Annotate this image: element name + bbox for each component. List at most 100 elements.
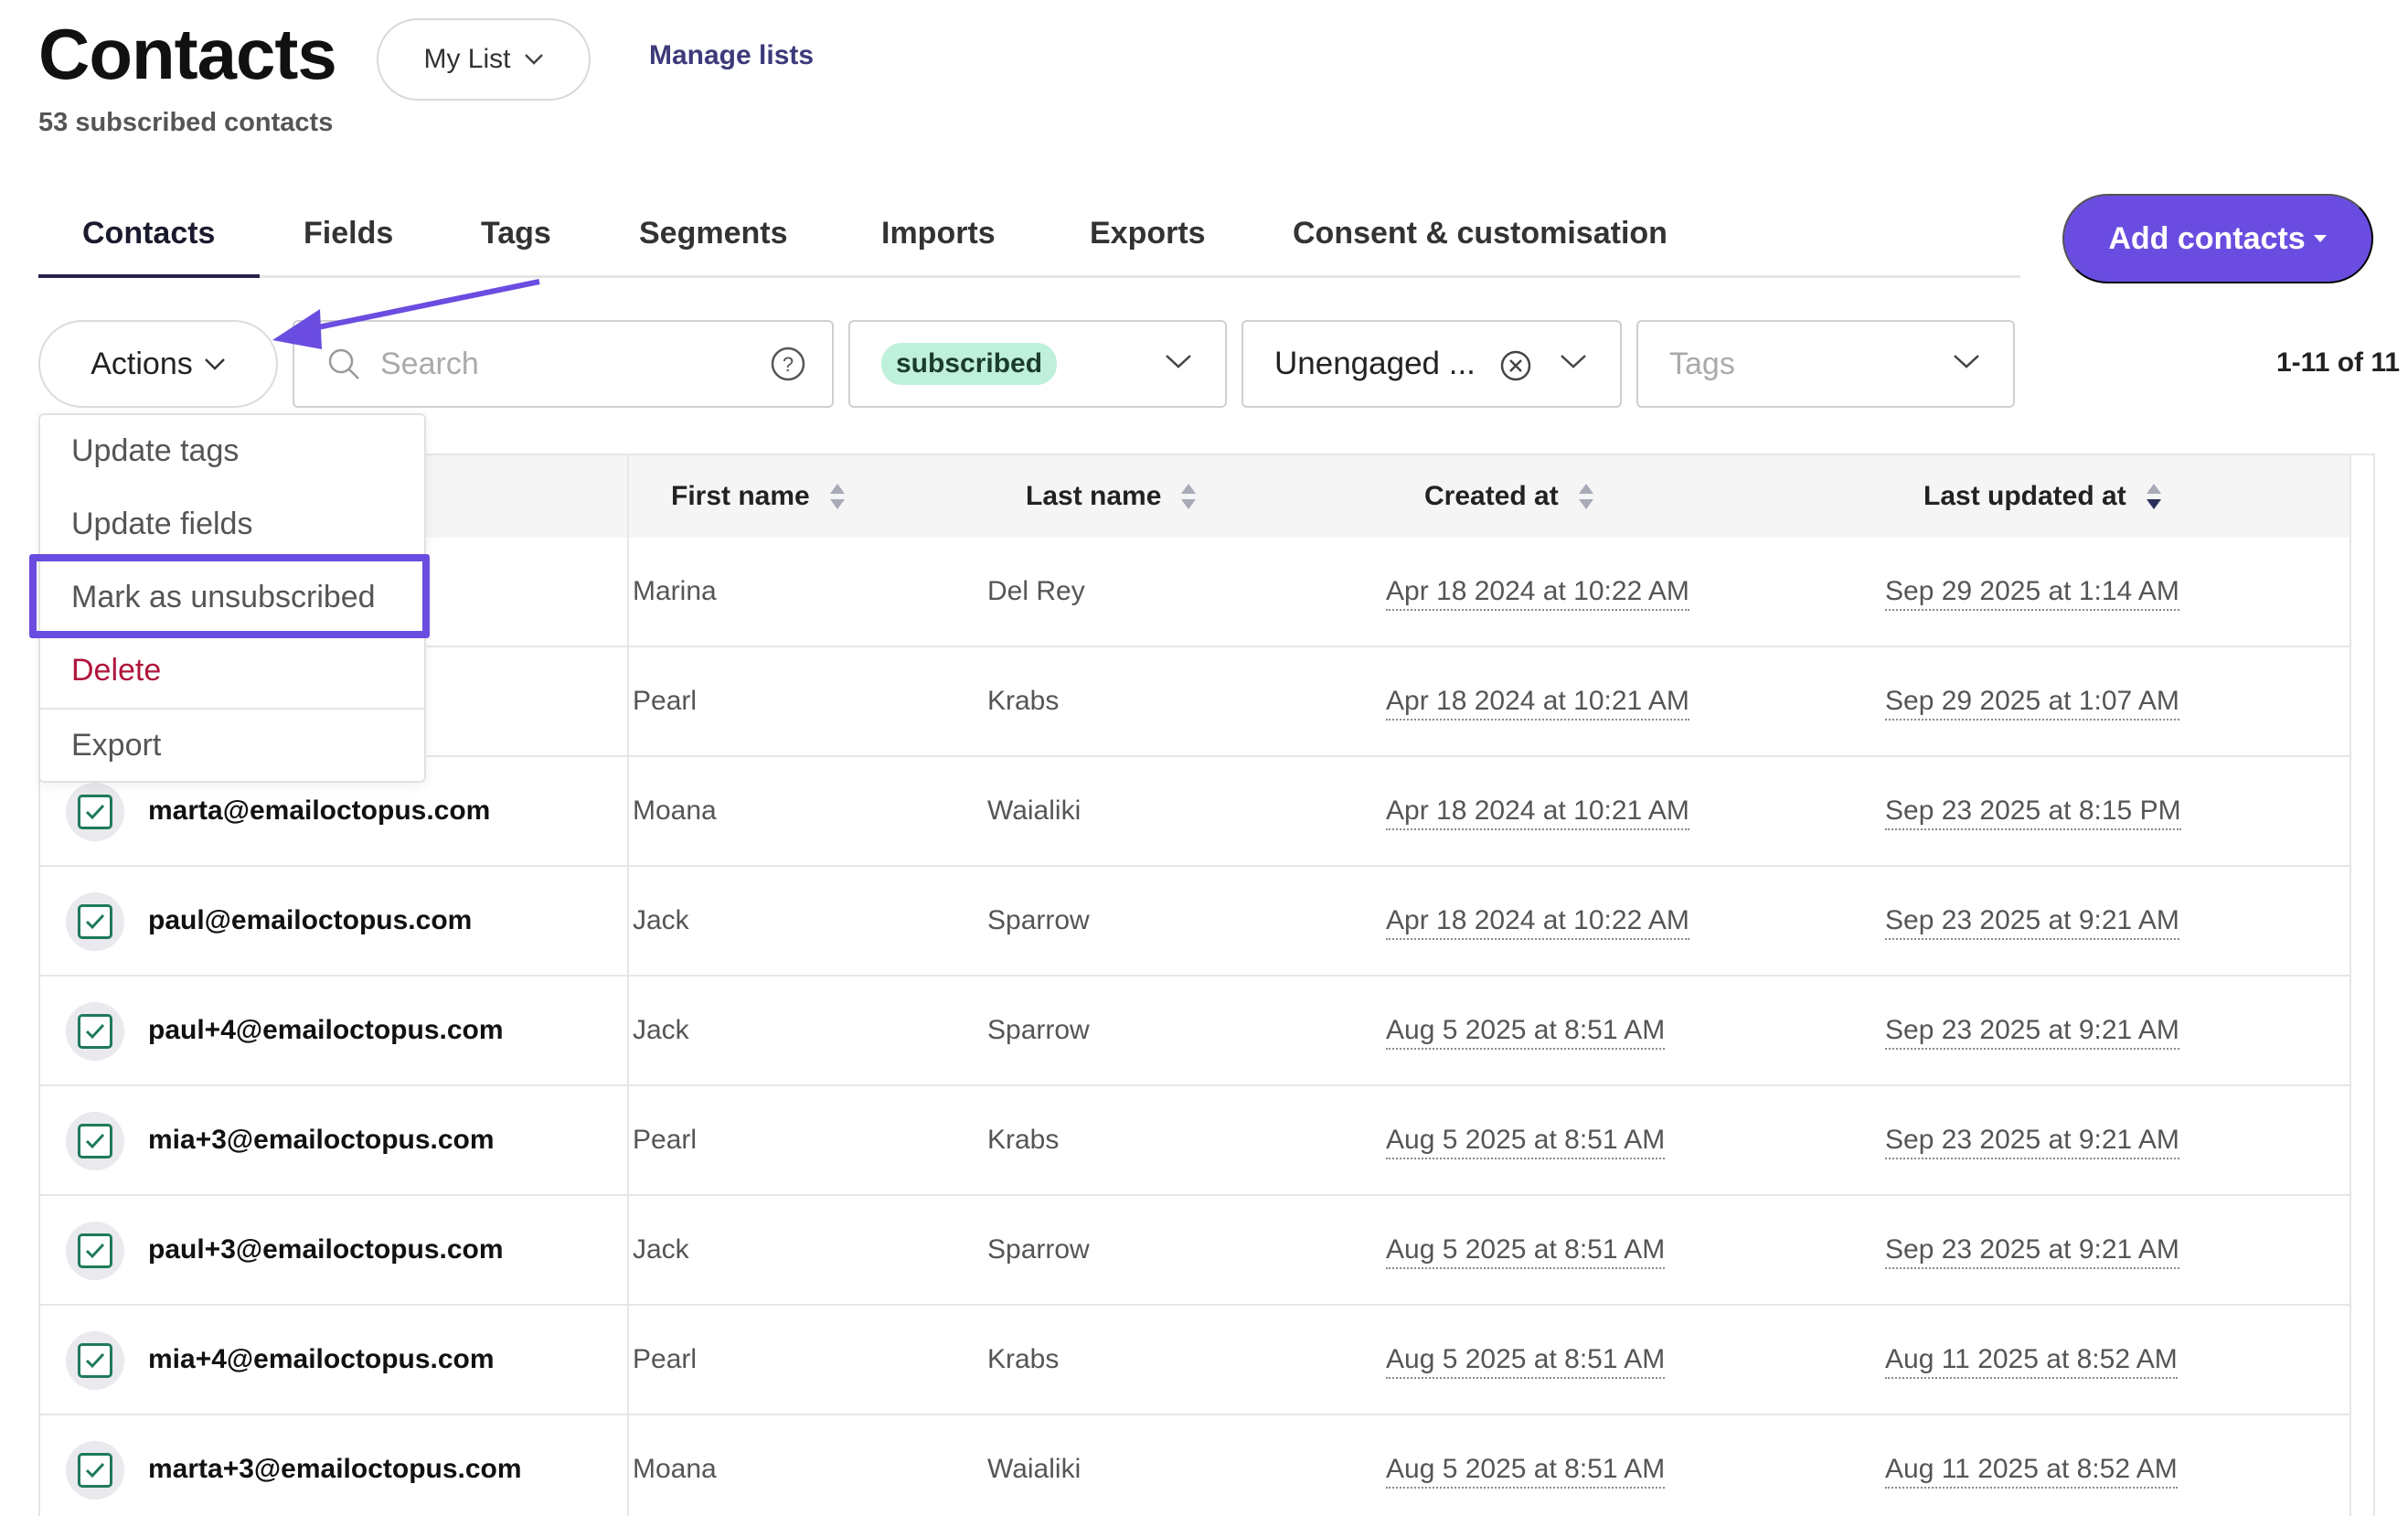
chevron-down-icon	[1954, 355, 1979, 368]
tab-segments[interactable]: Segments	[639, 216, 788, 251]
pagination-range: 1-11 of 11	[2276, 347, 2401, 378]
email-cell[interactable]: mia+4@emailoctopus.com	[148, 1344, 495, 1374]
chevron-down-icon	[1561, 355, 1586, 368]
email-cell[interactable]: marta+3@emailoctopus.com	[148, 1454, 522, 1484]
checkbox-checked-icon	[78, 795, 112, 829]
table-row[interactable]: mia+4@emailoctopus.com Pearl Krabs Aug 5…	[40, 1306, 2349, 1415]
menu-item-update-fields[interactable]: Update fields	[71, 507, 253, 541]
last-name-cell: Krabs	[987, 686, 1060, 716]
add-contacts-button[interactable]: Add contacts	[2062, 194, 2373, 283]
svg-text:?: ?	[783, 353, 794, 376]
row-checkbox[interactable]	[66, 892, 124, 951]
table-row[interactable]: paul@emailoctopus.com Jack Sparrow Apr 1…	[40, 867, 2349, 977]
table-row[interactable]: paul+3@emailoctopus.com Jack Sparrow Aug…	[40, 1196, 2349, 1306]
tab-fields[interactable]: Fields	[304, 216, 394, 251]
row-checkbox[interactable]	[66, 1331, 124, 1390]
table-row[interactable]: paul+4@emailoctopus.com Jack Sparrow Aug…	[40, 977, 2349, 1086]
search-icon	[328, 348, 359, 379]
created-at-cell: Aug 5 2025 at 8:51 AM	[1386, 1125, 1666, 1159]
column-created-at[interactable]: Created at	[1424, 481, 1595, 512]
updated-at-cell: Sep 23 2025 at 9:21 AM	[1885, 905, 2179, 940]
row-checkbox[interactable]	[66, 1441, 124, 1500]
updated-at-cell: Aug 11 2025 at 8:52 AM	[1885, 1454, 2178, 1489]
created-at-cell: Aug 5 2025 at 8:51 AM	[1386, 1015, 1666, 1050]
first-name-cell: Marina	[633, 576, 717, 606]
checkbox-checked-icon	[78, 1343, 112, 1378]
menu-divider	[40, 708, 424, 710]
row-checkbox[interactable]	[66, 1002, 124, 1061]
manage-lists-link[interactable]: Manage lists	[649, 40, 815, 70]
subscribed-count: 53 subscribed contacts	[38, 108, 334, 137]
column-last-name-label: Last name	[1026, 481, 1162, 511]
first-name-cell: Moana	[633, 1454, 717, 1484]
list-selector-label: My List	[423, 44, 511, 74]
table-row[interactable]: marta+3@emailoctopus.com Moana Waialiki …	[40, 1415, 2349, 1516]
row-checkbox[interactable]	[66, 1112, 124, 1170]
actions-button[interactable]: Actions	[38, 320, 278, 408]
email-cell[interactable]: paul+3@emailoctopus.com	[148, 1234, 504, 1265]
table-row[interactable]: marta@emailoctopus.com Moana Waialiki Ap…	[40, 757, 2349, 867]
last-name-cell: Sparrow	[987, 1015, 1090, 1045]
status-filter[interactable]: subscribed	[848, 320, 1227, 408]
last-name-cell: Sparrow	[987, 905, 1090, 935]
menu-item-update-tags[interactable]: Update tags	[71, 433, 240, 468]
actions-menu: Update tags Update fields Mark as unsubs…	[38, 413, 426, 783]
tab-tags[interactable]: Tags	[481, 216, 551, 251]
first-name-cell: Jack	[633, 1234, 689, 1265]
column-first-name[interactable]: First name	[671, 481, 847, 512]
sort-icon	[829, 484, 845, 509]
row-checkbox[interactable]	[66, 1222, 124, 1280]
email-cell[interactable]: marta@emailoctopus.com	[148, 795, 491, 826]
search-input[interactable]: Search ?	[293, 320, 834, 408]
active-tab-indicator	[38, 274, 260, 278]
checkbox-checked-icon	[78, 904, 112, 939]
updated-at-cell: Sep 23 2025 at 9:21 AM	[1885, 1125, 2179, 1159]
status-badge: subscribed	[881, 343, 1058, 385]
help-icon[interactable]: ?	[770, 346, 806, 382]
last-name-cell: Sparrow	[987, 1234, 1090, 1265]
email-cell[interactable]: paul+4@emailoctopus.com	[148, 1015, 504, 1045]
tab-consent[interactable]: Consent & customisation	[1293, 216, 1667, 251]
list-selector[interactable]: My List	[377, 18, 591, 101]
row-checkbox[interactable]	[66, 783, 124, 841]
column-last-name[interactable]: Last name	[1026, 481, 1198, 512]
sort-icon	[1181, 484, 1197, 509]
first-name-cell: Pearl	[633, 1344, 698, 1374]
updated-at-cell: Aug 11 2025 at 8:52 AM	[1885, 1344, 2178, 1379]
annotation-arrow-icon	[272, 279, 540, 349]
caret-down-icon	[2313, 235, 2327, 242]
actions-label: Actions	[91, 346, 193, 381]
column-last-updated-at[interactable]: Last updated at	[1923, 481, 2163, 512]
chevron-down-icon	[524, 54, 543, 65]
menu-item-mark-unsubscribed[interactable]: Mark as unsubscribed	[71, 580, 376, 614]
email-cell[interactable]: mia+3@emailoctopus.com	[148, 1125, 495, 1155]
column-created-at-label: Created at	[1424, 481, 1559, 511]
last-name-cell: Krabs	[987, 1125, 1060, 1155]
created-at-cell: Apr 18 2024 at 10:21 AM	[1386, 686, 1689, 721]
menu-item-delete[interactable]: Delete	[71, 653, 162, 688]
page-title: Contacts	[38, 14, 337, 94]
created-at-cell: Apr 18 2024 at 10:21 AM	[1386, 795, 1689, 830]
tab-bar: Contacts Fields Tags Segments Imports Ex…	[38, 199, 2020, 278]
tab-imports[interactable]: Imports	[881, 216, 996, 251]
menu-item-export[interactable]: Export	[71, 728, 162, 763]
email-cell[interactable]: paul@emailoctopus.com	[148, 905, 473, 935]
search-placeholder: Search	[380, 346, 479, 381]
created-at-cell: Aug 5 2025 at 8:51 AM	[1386, 1344, 1666, 1379]
last-name-cell: Waialiki	[987, 1454, 1081, 1484]
updated-at-cell: Sep 23 2025 at 9:21 AM	[1885, 1015, 2179, 1050]
add-contacts-label: Add contacts	[2108, 220, 2306, 256]
updated-at-cell: Sep 23 2025 at 8:15 PM	[1885, 795, 2181, 830]
tab-contacts[interactable]: Contacts	[82, 216, 216, 251]
last-name-cell: Krabs	[987, 1344, 1060, 1374]
engagement-filter[interactable]: Unengaged ...	[1241, 320, 1622, 408]
column-last-updated-at-label: Last updated at	[1923, 481, 2126, 511]
table-row[interactable]: mia+3@emailoctopus.com Pearl Krabs Aug 5…	[40, 1086, 2349, 1196]
chevron-down-icon	[204, 358, 225, 370]
tab-exports[interactable]: Exports	[1090, 216, 1206, 251]
tags-filter[interactable]: Tags	[1636, 320, 2015, 408]
clear-icon[interactable]	[1499, 349, 1532, 382]
last-name-cell: Del Rey	[987, 576, 1085, 606]
created-at-cell: Aug 5 2025 at 8:51 AM	[1386, 1234, 1666, 1269]
checkbox-checked-icon	[78, 1014, 112, 1049]
